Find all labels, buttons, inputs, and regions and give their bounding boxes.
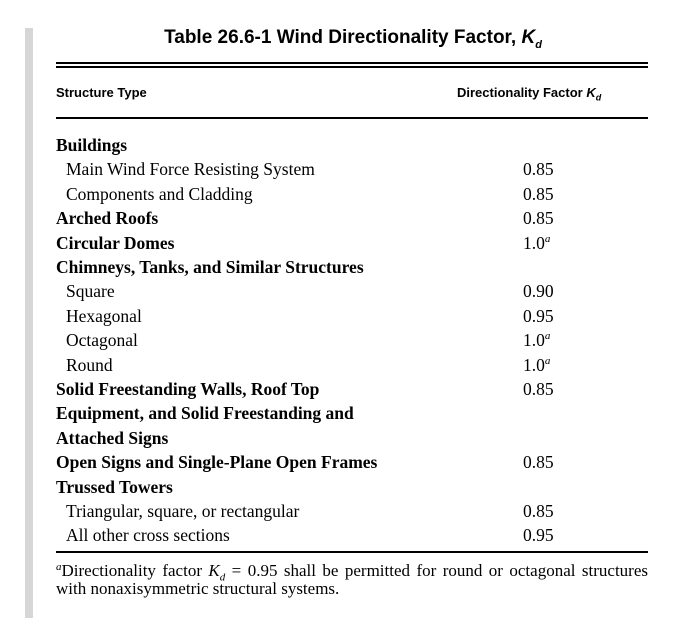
factor-cell: 0.95 xyxy=(523,525,554,546)
structure-type-cell: Buildings xyxy=(56,135,128,155)
factor-cell: 0.85 xyxy=(523,501,554,521)
factor-cell: 0.85 xyxy=(523,379,554,399)
factor-cell: 0.85 xyxy=(523,452,554,473)
structure-type-cell: Hexagonal xyxy=(66,305,142,326)
factor-cell: 1.0a xyxy=(523,330,551,351)
table-row: Hexagonal 0.95 xyxy=(56,304,650,328)
footnote-ref: a xyxy=(544,232,551,245)
header-rule xyxy=(56,117,648,119)
structure-type-cell: Octagonal xyxy=(66,330,138,351)
table-row: All other cross sections 0.95 xyxy=(56,523,650,547)
factor-cell: 0.85 xyxy=(523,159,554,180)
footnote-ref: a xyxy=(544,330,551,343)
factor-cell: 1.0a xyxy=(523,232,551,253)
factor-cell: 0.85 xyxy=(523,208,554,229)
header-structure-type: Structure Type xyxy=(56,85,147,100)
structure-type-cell: Components and Cladding xyxy=(66,183,253,204)
header-kd-symbol: Kd xyxy=(586,85,602,103)
footnote-kd-symbol: Kd xyxy=(208,561,226,584)
title-kd-symbol: Kd xyxy=(521,27,542,51)
table-row: Circular Domes 1.0a xyxy=(56,231,650,255)
table-row: Buildings xyxy=(56,133,650,157)
table-row: Round 1.0a xyxy=(56,353,650,377)
table-row: Triangular, square, or rectangular 0.85 xyxy=(56,499,650,523)
table-row: Square 0.90 xyxy=(56,279,650,303)
table-row: Octagonal 1.0a xyxy=(56,328,650,352)
table-row: Attached Signs xyxy=(56,426,650,450)
structure-type-cell: Attached Signs xyxy=(56,427,169,448)
table-title: Table 26.6-1 Wind Directionality Factor,… xyxy=(56,27,650,51)
structure-type-cell: Arched Roofs xyxy=(56,208,159,229)
factor-cell: 0.85 xyxy=(523,183,554,204)
structure-type-cell: Solid Freestanding Walls, Roof Top xyxy=(56,379,320,399)
table-row: Chimneys, Tanks, and Similar Structures xyxy=(56,255,650,279)
structure-type-cell: Open Signs and Single-Plane Open Frames xyxy=(56,452,378,473)
top-double-rule-1 xyxy=(56,62,648,64)
structure-type-cell: Trussed Towers xyxy=(56,476,173,497)
structure-type-cell: Round xyxy=(66,354,113,375)
structure-type-cell: All other cross sections xyxy=(66,525,230,546)
table-row: Arched Roofs 0.85 xyxy=(56,206,650,230)
factor-cell: 1.0a xyxy=(523,354,551,375)
table-row: Open Signs and Single-Plane Open Frames 0… xyxy=(56,450,650,474)
footnote: aDirectionality factor Kd = 0.95 shall b… xyxy=(56,561,648,598)
page-margin-bar xyxy=(25,28,33,618)
table-row: Main Wind Force Resisting System 0.85 xyxy=(56,157,650,181)
table-row: Equipment, and Solid Freestanding and xyxy=(56,401,650,425)
table-title-text: Table 26.6-1 Wind Directionality Factor, xyxy=(164,27,522,48)
table-row: Solid Freestanding Walls, Roof Top 0.85 xyxy=(56,377,650,401)
footnote-ref: a xyxy=(544,354,551,367)
structure-type-cell: Circular Domes xyxy=(56,232,175,253)
structure-type-cell: Chimneys, Tanks, and Similar Structures xyxy=(56,257,364,277)
structure-type-cell: Equipment, and Solid Freestanding and xyxy=(56,403,354,424)
table-row: Trussed Towers xyxy=(56,475,650,499)
factor-cell: 0.90 xyxy=(523,281,554,302)
table-row: Components and Cladding 0.85 xyxy=(56,182,650,206)
structure-type-cell: Main Wind Force Resisting System xyxy=(66,159,315,180)
top-double-rule-2 xyxy=(56,66,648,68)
bottom-rule xyxy=(56,551,648,553)
structure-type-cell: Triangular, square, or rectangular xyxy=(66,501,300,521)
factor-cell: 0.95 xyxy=(523,305,554,326)
header-directionality-factor: Directionality Factor Kd xyxy=(457,85,602,103)
structure-type-cell: Square xyxy=(66,281,115,302)
